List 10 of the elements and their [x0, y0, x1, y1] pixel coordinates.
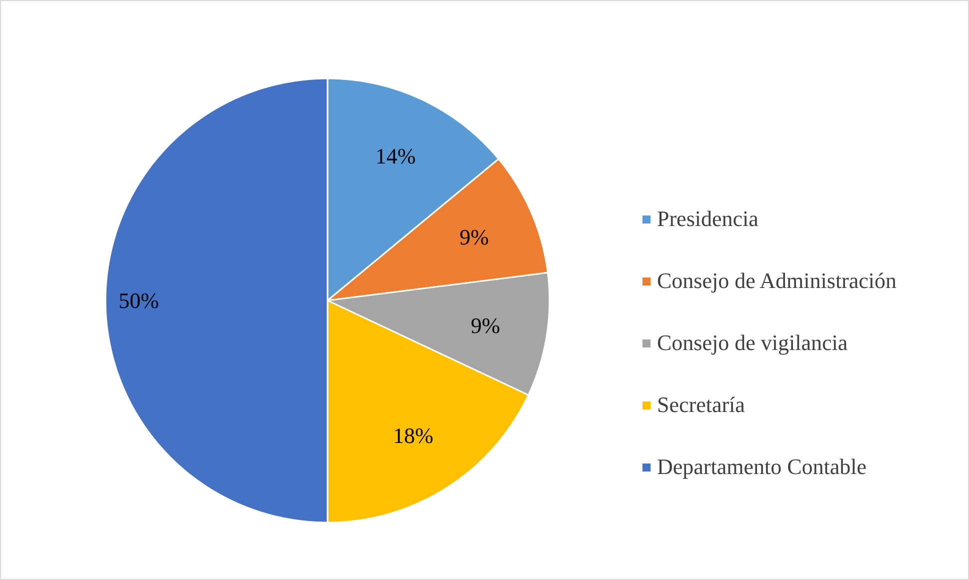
data-label: 9% [460, 224, 489, 250]
data-label: 18% [392, 422, 434, 448]
legend-label: Presidencia [657, 206, 758, 232]
data-label: 9% [470, 313, 500, 338]
data-label: 14% [375, 143, 416, 168]
legend-label: Consejo de Administración [657, 268, 897, 294]
legend-label: Departamento Contable [657, 454, 867, 480]
legend-label: Consejo de vigilancia [657, 330, 848, 356]
legend-label: Secretaría [657, 392, 745, 418]
data-label: 50% [118, 288, 159, 313]
